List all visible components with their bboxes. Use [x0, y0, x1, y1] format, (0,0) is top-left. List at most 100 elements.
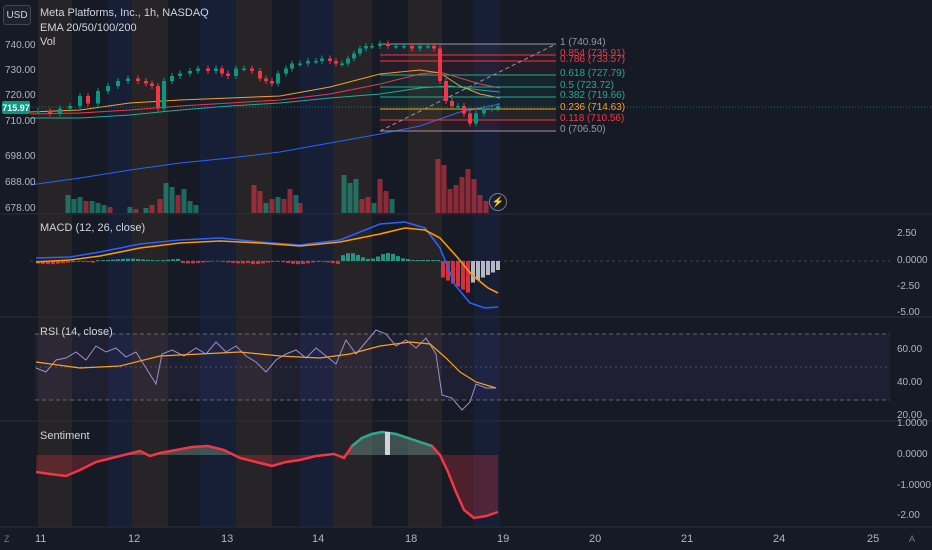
macd-bar [41, 261, 45, 264]
volume-bar [157, 199, 163, 213]
auto-scale-button[interactable]: A [909, 534, 916, 544]
candle [96, 91, 100, 104]
currency-button[interactable]: USD [3, 5, 31, 25]
volume-bar [95, 203, 101, 213]
candle [306, 61, 310, 64]
macd-bar [116, 259, 120, 261]
candle [490, 108, 494, 110]
rsi-tick: 60.00 [897, 344, 923, 355]
candle [116, 81, 120, 86]
candle [214, 68, 218, 71]
time-tick: 11 [35, 533, 47, 545]
candle [386, 43, 390, 46]
timezone-button[interactable]: Z [4, 534, 10, 544]
macd-bar [391, 253, 395, 261]
volume-bar [287, 189, 293, 213]
volume-bar [275, 197, 281, 213]
macd-bar [266, 261, 270, 263]
volume-bar [465, 169, 471, 213]
sentiment-tick: -1.0000 [897, 480, 931, 491]
fib-level-label: 0.618 (727.79) [560, 68, 626, 79]
macd-bar [136, 258, 140, 261]
macd-bar [146, 259, 150, 261]
candle [482, 108, 486, 114]
macd-tick: -5.00 [897, 307, 920, 318]
macd-bar [376, 256, 380, 261]
price-tick: 730.00 [5, 65, 36, 76]
candle [378, 43, 382, 46]
volume-bar [269, 199, 275, 213]
fib-zone [380, 87, 556, 97]
macd-bar [466, 261, 470, 293]
macd-bar [106, 259, 110, 261]
fib-zone [380, 75, 556, 87]
macd-tick: 2.50 [897, 228, 917, 239]
macd-bar [371, 258, 375, 261]
candle [250, 68, 254, 71]
candle [242, 68, 246, 70]
macd-bar [351, 253, 355, 261]
candle [474, 113, 478, 124]
macd-bar [171, 259, 175, 261]
macd-legend[interactable]: MACD (12, 26, close) [40, 222, 146, 234]
price-tick: 710.00 [5, 116, 36, 127]
macd-bar [291, 261, 295, 264]
fib-zone [380, 120, 556, 131]
macd-bar [491, 261, 495, 273]
volume-bar [347, 183, 353, 213]
macd-bar [101, 260, 105, 261]
macd-bar [121, 258, 125, 261]
candle [410, 46, 414, 49]
macd-bar [206, 261, 210, 262]
volume-bar [71, 199, 77, 213]
macd-bar [161, 260, 165, 261]
candle [188, 71, 192, 74]
ema200-line [29, 103, 501, 186]
candle [78, 96, 82, 106]
volume-bar [353, 179, 359, 213]
candle [206, 68, 210, 71]
candle [450, 101, 454, 106]
ema-legend[interactable]: EMA 20/50/100/200 [40, 22, 137, 34]
volume-legend[interactable]: Vol [40, 36, 56, 48]
volume-bar [263, 203, 269, 213]
sentiment-area [36, 432, 498, 518]
macd-line [35, 221, 499, 309]
macd-bar [261, 261, 265, 264]
sentiment-fill-positive [128, 446, 232, 456]
volume-bar [83, 201, 89, 213]
volume-bar [471, 179, 477, 213]
macd-bar [346, 253, 350, 261]
candle [370, 46, 374, 48]
macd-bar [156, 260, 160, 261]
candle [178, 73, 182, 76]
price-tick: 678.00 [5, 203, 36, 214]
time-tick: 19 [497, 533, 510, 545]
volume-bar [169, 187, 175, 213]
volume-bar [297, 203, 303, 213]
volume-bar [341, 175, 347, 213]
sentiment-legend[interactable]: Sentiment [40, 430, 90, 442]
macd-bar [246, 261, 250, 264]
candle [320, 58, 324, 61]
macd-bar [286, 261, 290, 264]
candle [144, 81, 148, 84]
macd-bar [81, 261, 85, 262]
macd-bar [181, 261, 185, 264]
fib-zone [380, 44, 556, 55]
macd-bar [141, 259, 145, 261]
fib-zone [380, 97, 556, 109]
last-price-tag: 715.97 [2, 101, 30, 114]
macd-bar [361, 257, 365, 261]
macd-bar [451, 261, 455, 284]
macd-histogram [36, 253, 500, 293]
session-band [200, 0, 236, 527]
rsi-legend[interactable]: RSI (14, close) [40, 326, 113, 338]
macd-bar [111, 259, 115, 261]
macd-bar [131, 258, 135, 261]
symbol-title[interactable]: Meta Platforms, Inc., 1h, NASDAQ [40, 7, 209, 19]
lightning-icon[interactable]: ⚡ [489, 193, 507, 211]
candle [290, 63, 294, 69]
time-tick: 21 [681, 533, 694, 545]
